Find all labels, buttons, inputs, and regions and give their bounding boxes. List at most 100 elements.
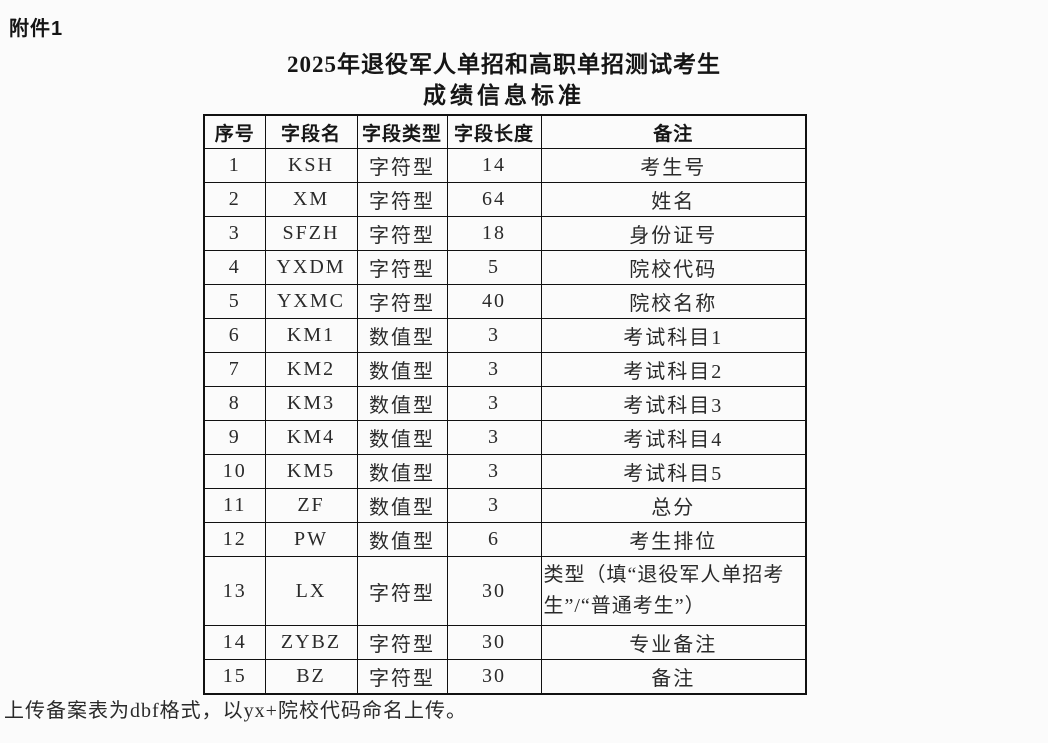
cell-field_length: 14 (446, 148, 542, 183)
cell-field_name: XM (264, 182, 358, 217)
cell-no: 7 (203, 352, 266, 387)
cell-remark: 考试科目2 (540, 352, 807, 387)
cell-field_name: SFZH (264, 216, 358, 251)
cell-field_type: 数值型 (356, 488, 448, 523)
cell-remark: 考试科目1 (540, 318, 807, 353)
cell-field_type: 字符型 (356, 625, 448, 660)
cell-field_name: PW (264, 522, 358, 557)
table-row: 14 ZYBZ 字符型 30 专业备注 (203, 625, 807, 660)
table-row: 4 YXDM 字符型 5 院校代码 (203, 250, 807, 285)
header-cell-no: 序号 (203, 114, 266, 149)
cell-no: 1 (203, 148, 266, 183)
cell-field_type: 数值型 (356, 386, 448, 421)
cell-field_name: KM5 (264, 454, 358, 489)
cell-field_length: 3 (446, 352, 542, 387)
field-spec-table: 序号 字段名 字段类型 字段长度 备注 1 KSH 字符型 14 考生号 2 XM 字符型 64 姓名 3 S… (203, 114, 807, 695)
cell-remark: 考试科目3 (540, 386, 807, 421)
cell-field_type: 字符型 (356, 148, 448, 183)
cell-field_type: 数值型 (356, 522, 448, 557)
cell-no: 13 (203, 556, 266, 626)
cell-field_length: 40 (446, 284, 542, 319)
cell-no: 11 (203, 488, 266, 523)
document-title-line2: 成绩信息标准 (423, 83, 585, 108)
cell-field_length: 3 (446, 318, 542, 353)
cell-no: 6 (203, 318, 266, 353)
cell-field_name: BZ (264, 659, 358, 695)
cell-remark: 考试科目4 (540, 420, 807, 455)
cell-field_name: ZF (264, 488, 358, 523)
footer-note: 上传备案表为dbf格式，以yx+院校代码命名上传。 (4, 700, 467, 722)
cell-no: 4 (203, 250, 266, 285)
table-row: 6 KM1 数值型 3 考试科目1 (203, 318, 807, 353)
cell-no: 12 (203, 522, 266, 557)
cell-field_type: 字符型 (356, 284, 448, 319)
cell-no: 2 (203, 182, 266, 217)
cell-field_name: YXMC (264, 284, 358, 319)
cell-no: 5 (203, 284, 266, 319)
cell-remark: 考生排位 (540, 522, 807, 557)
table-header-row: 序号 字段名 字段类型 字段长度 备注 (203, 114, 807, 149)
cell-remark: 类型（填“退役军人单招考生”/“普通考生”） (540, 556, 807, 626)
table-row: 9 KM4 数值型 3 考试科目4 (203, 420, 807, 455)
cell-remark: 备注 (540, 659, 807, 695)
cell-remark: 考试科目5 (540, 454, 807, 489)
table-row: 1 KSH 字符型 14 考生号 (203, 148, 807, 183)
cell-field_name: KM2 (264, 352, 358, 387)
cell-field_type: 数值型 (356, 352, 448, 387)
cell-remark: 专业备注 (540, 625, 807, 660)
table-row: 3 SFZH 字符型 18 身份证号 (203, 216, 807, 251)
cell-field_length: 3 (446, 420, 542, 455)
attachment-label: 附件1 (9, 18, 64, 40)
cell-field_name: KSH (264, 148, 358, 183)
cell-no: 9 (203, 420, 266, 455)
table-row: 15 BZ 字符型 30 备注 (203, 659, 807, 695)
header-cell-field_length: 字段长度 (446, 114, 542, 149)
table-row: 11 ZF 数值型 3 总分 (203, 488, 807, 523)
cell-remark: 考生号 (540, 148, 807, 183)
cell-field_length: 6 (446, 522, 542, 557)
cell-field_type: 字符型 (356, 250, 448, 285)
cell-no: 14 (203, 625, 266, 660)
cell-no: 8 (203, 386, 266, 421)
table-row: 7 KM2 数值型 3 考试科目2 (203, 352, 807, 387)
cell-field_length: 3 (446, 454, 542, 489)
table-row: 5 YXMC 字符型 40 院校名称 (203, 284, 807, 319)
cell-remark: 院校名称 (540, 284, 807, 319)
header-cell-remark: 备注 (540, 114, 807, 149)
cell-field_type: 字符型 (356, 182, 448, 217)
cell-remark: 院校代码 (540, 250, 807, 285)
table-body: 1 KSH 字符型 14 考生号 2 XM 字符型 64 姓名 3 SFZH 字符型 18 身份证号 4 YXD… (203, 148, 807, 695)
header-cell-field_type: 字段类型 (356, 114, 448, 149)
cell-remark: 姓名 (540, 182, 807, 217)
cell-field_name: KM1 (264, 318, 358, 353)
cell-field_name: KM4 (264, 420, 358, 455)
cell-field_type: 字符型 (356, 659, 448, 695)
header-cell-field_name: 字段名 (264, 114, 358, 149)
table-row: 2 XM 字符型 64 姓名 (203, 182, 807, 217)
document-title-line1: 2025年退役军人单招和高职单招测试考生 (287, 52, 721, 77)
table-row: 10 KM5 数值型 3 考试科目5 (203, 454, 807, 489)
cell-field_name: ZYBZ (264, 625, 358, 660)
cell-field_type: 数值型 (356, 454, 448, 489)
cell-field_length: 64 (446, 182, 542, 217)
table-row: 8 KM3 数值型 3 考试科目3 (203, 386, 807, 421)
cell-remark: 总分 (540, 488, 807, 523)
table-row: 13 LX 字符型 30 类型（填“退役军人单招考生”/“普通考生”） (203, 556, 807, 626)
table-row: 12 PW 数值型 6 考生排位 (203, 522, 807, 557)
cell-field_length: 30 (446, 659, 542, 695)
cell-field_name: KM3 (264, 386, 358, 421)
cell-no: 10 (203, 454, 266, 489)
cell-field_type: 字符型 (356, 216, 448, 251)
cell-field_type: 数值型 (356, 318, 448, 353)
cell-field_name: LX (264, 556, 358, 626)
document-title: 2025年退役军人单招和高职单招测试考生 成绩信息标准 (203, 50, 805, 112)
cell-field_name: YXDM (264, 250, 358, 285)
cell-no: 15 (203, 659, 266, 695)
cell-field_length: 30 (446, 625, 542, 660)
cell-no: 3 (203, 216, 266, 251)
cell-field_length: 3 (446, 488, 542, 523)
cell-field_length: 5 (446, 250, 542, 285)
cell-remark: 身份证号 (540, 216, 807, 251)
cell-field_length: 18 (446, 216, 542, 251)
